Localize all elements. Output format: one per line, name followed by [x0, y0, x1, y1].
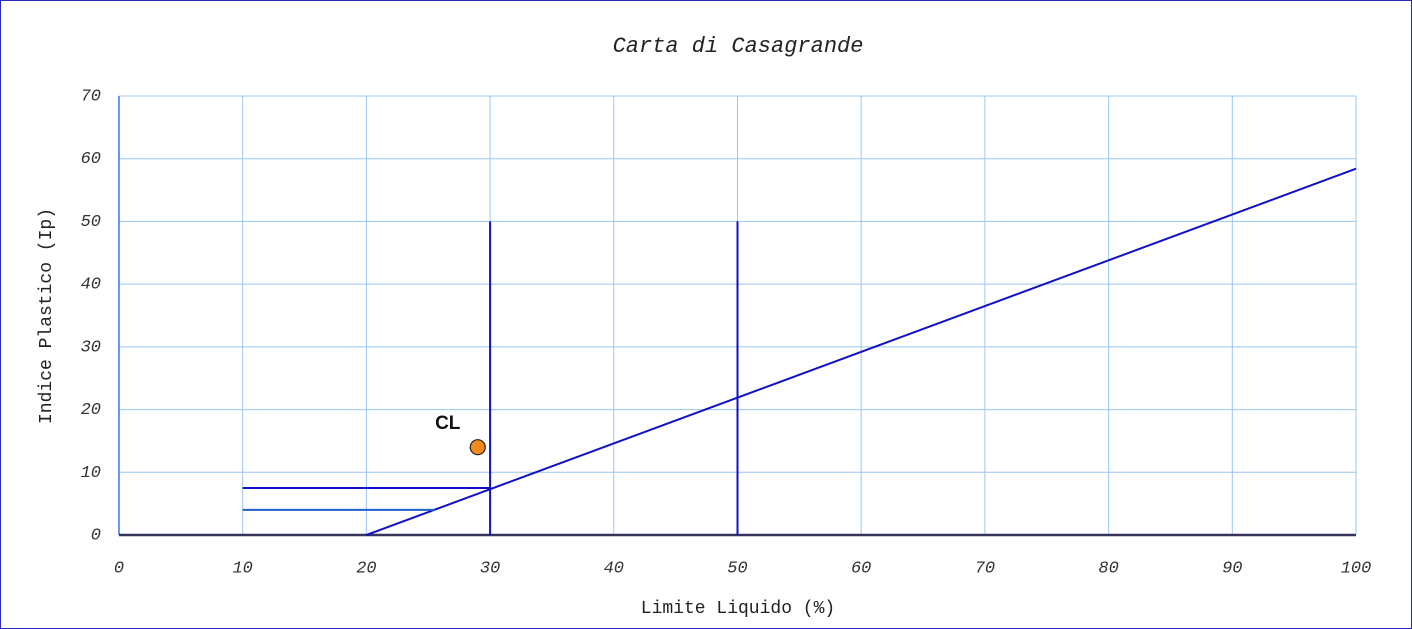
series-line	[366, 167, 1357, 536]
x-tick-label: 60	[851, 559, 871, 578]
x-tick-label: 100	[1341, 559, 1372, 578]
y-tick-label: 50	[81, 213, 101, 232]
y-tick-label: 40	[81, 276, 101, 295]
x-tick-label: 30	[480, 559, 500, 578]
x-axis-label: Limite Liquido (%)	[641, 599, 835, 619]
x-tick-label: 0	[114, 559, 124, 578]
point-label: CL	[435, 413, 461, 434]
y-tick-label: 20	[81, 401, 101, 420]
x-tick-label: 10	[232, 559, 252, 578]
y-tick-label: 30	[81, 338, 101, 357]
y-tick-label: 0	[91, 526, 101, 545]
data-point	[469, 439, 486, 456]
x-tick-label: 70	[975, 559, 995, 578]
y-tick-label: 60	[81, 150, 101, 169]
y-tick-label: 10	[81, 464, 101, 483]
x-tick-label: 40	[604, 559, 624, 578]
y-axis-label: Indice Plastico (Ip)	[37, 208, 57, 424]
x-tick-label: 50	[727, 559, 747, 578]
x-tick-label: 90	[1222, 559, 1242, 578]
chart-title: Carta di Casagrande	[613, 34, 864, 59]
x-tick-label: 80	[1098, 559, 1118, 578]
x-tick-label: 20	[356, 559, 376, 578]
y-tick-label: 70	[81, 87, 101, 106]
